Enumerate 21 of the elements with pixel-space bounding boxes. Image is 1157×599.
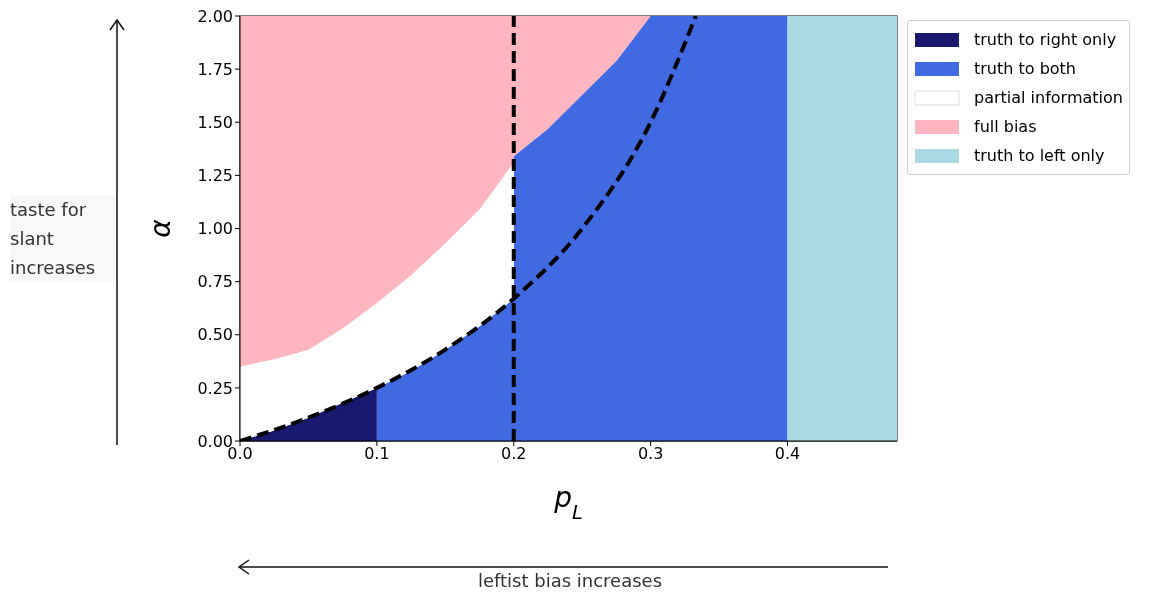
y-tick-label: 1.00 (197, 219, 233, 239)
x-tick-label: 0.4 (774, 444, 801, 464)
x-tick-label: 0.1 (364, 444, 390, 464)
legend-label: partial information (974, 88, 1123, 107)
x-axis-title: p$_{L}$ (553, 481, 583, 524)
y-tick-label: 1.50 (197, 112, 233, 132)
y-tick-label: 1.75 (197, 59, 233, 79)
x-tick-label: 0.3 (637, 444, 664, 464)
legend-label: truth to right only (974, 30, 1117, 49)
text: leftist bias increases (476, 570, 664, 591)
y-tick-label: 1.25 (197, 166, 233, 186)
x-tick-label: 0.2 (501, 444, 527, 464)
legend-label: full bias (974, 117, 1037, 136)
legend-label: truth to both (974, 59, 1076, 78)
legend-label: truth to left only (974, 146, 1105, 165)
y-tick-label: 0.50 (197, 325, 233, 345)
y-tick-label: 2.00 (197, 6, 233, 26)
y-axis-title: α (144, 218, 177, 238)
y-tick-label: 0.25 (197, 378, 233, 398)
y-tick-label: 0.75 (197, 272, 233, 292)
text: taste for slant increases (10, 195, 115, 282)
